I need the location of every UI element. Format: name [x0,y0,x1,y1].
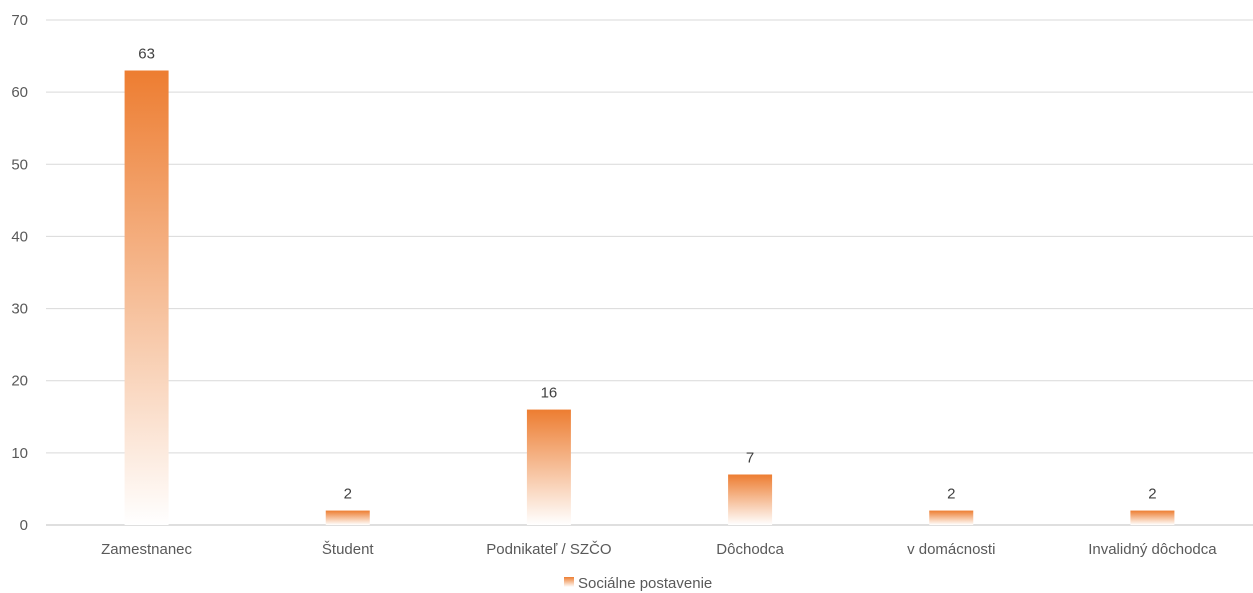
data-label: 7 [746,450,754,467]
bar [728,474,773,525]
bar [1130,510,1175,525]
x-tick-label: Invalidný dôchodca [1088,541,1217,558]
x-tick-label: Dôchodca [716,541,784,558]
y-axis-ticks: 0 10 20 30 40 50 60 70 [11,12,28,534]
x-tick-label: v domácnosti [907,541,995,558]
bar [325,510,370,525]
bar [124,70,169,525]
legend: Sociálne postavenie [564,575,712,592]
legend-swatch [564,577,574,587]
bars [124,70,1175,525]
data-label: 2 [1148,486,1156,503]
legend-label: Sociálne postavenie [578,575,712,592]
bar [929,510,974,525]
y-tick-label: 70 [11,12,28,29]
x-tick-label: Zamestnanec [101,541,192,558]
x-axis-categories: Zamestnanec Študent Podnikateľ / SZČO Dôcho… [101,541,1217,558]
y-tick-label: 30 [11,301,28,318]
data-label: 63 [138,46,155,63]
y-tick-label: 10 [11,445,28,462]
x-tick-label: Podnikateľ / SZČO [486,541,611,558]
data-labels: 63 2 16 7 2 2 [138,46,1156,503]
bar [526,409,571,525]
data-label: 2 [344,486,352,503]
y-tick-label: 0 [20,517,28,534]
y-tick-label: 50 [11,156,28,173]
gridlines [46,19,1253,526]
x-tick-label: Študent [322,541,375,558]
y-tick-label: 40 [11,228,28,245]
y-tick-label: 20 [11,373,28,390]
y-tick-label: 60 [11,84,28,101]
data-label: 16 [541,385,558,402]
data-label: 2 [947,486,955,503]
